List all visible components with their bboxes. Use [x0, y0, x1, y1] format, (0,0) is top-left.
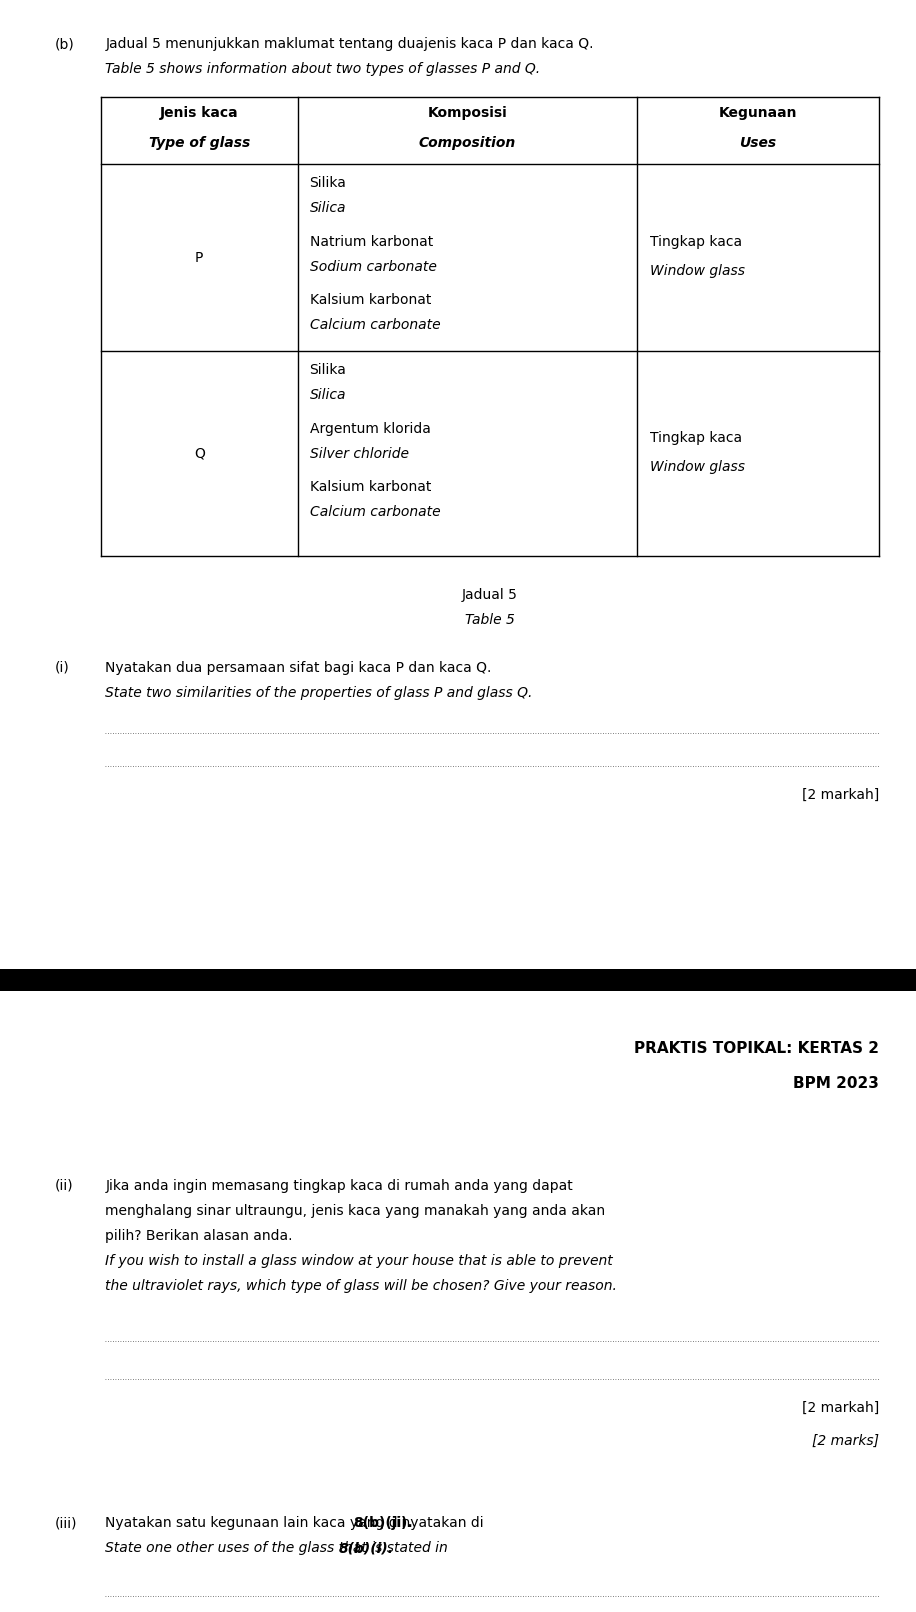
Text: Calcium carbonate: Calcium carbonate [310, 505, 441, 519]
Text: (b): (b) [55, 37, 75, 52]
Text: Nyatakan satu kegunaan lain kaca yang dinyatakan di: Nyatakan satu kegunaan lain kaca yang di… [105, 1515, 488, 1530]
Text: 8(b)(ji).: 8(b)(ji). [353, 1515, 412, 1530]
Text: Jika anda ingin memasang tingkap kaca di rumah anda yang dapat: Jika anda ingin memasang tingkap kaca di… [105, 1178, 573, 1193]
Text: menghalang sinar ultraungu, jenis kaca yang manakah yang anda akan: menghalang sinar ultraungu, jenis kaca y… [105, 1204, 605, 1217]
Text: State one other uses of the glass that is stated in: State one other uses of the glass that i… [105, 1541, 453, 1556]
Text: Jadual 5: Jadual 5 [463, 588, 518, 603]
Text: 8(b)(i).: 8(b)(i). [339, 1541, 394, 1556]
Text: [2 markah]: [2 markah] [802, 1401, 879, 1415]
Text: Type of glass: Type of glass [148, 137, 250, 150]
Text: PRAKTIS TOPIKAL: KERTAS 2: PRAKTIS TOPIKAL: KERTAS 2 [635, 1041, 879, 1056]
Text: Table 5: Table 5 [465, 613, 515, 627]
Text: Komposisi: Komposisi [427, 106, 507, 119]
Text: State two similarities of the properties of glass P and glass Q.: State two similarities of the properties… [105, 685, 533, 700]
Text: pilih? Berikan alasan anda.: pilih? Berikan alasan anda. [105, 1228, 293, 1243]
Text: Silica: Silica [310, 387, 346, 401]
Text: Nyatakan dua persamaan sifat bagi kaca P dan kaca Q.: Nyatakan dua persamaan sifat bagi kaca P… [105, 661, 492, 675]
Bar [0, 969, 916, 991]
Text: [2 markah]: [2 markah] [802, 788, 879, 803]
Text: Jenis kaca: Jenis kaca [160, 106, 238, 119]
Text: Natrium karbonat: Natrium karbonat [310, 235, 433, 250]
Text: Tingkap kaca: Tingkap kaca [650, 235, 743, 248]
Text: Silica: Silica [310, 200, 346, 214]
Text: [2 marks]: [2 marks] [812, 1433, 879, 1448]
Text: Window glass: Window glass [650, 264, 746, 277]
Text: Silika: Silika [310, 363, 346, 377]
Text: Silver chloride: Silver chloride [310, 448, 409, 461]
Text: BPM 2023: BPM 2023 [793, 1077, 879, 1091]
Text: Tingkap kaca: Tingkap kaca [650, 430, 743, 445]
Text: the ultraviolet rays, which type of glass will be chosen? Give your reason.: the ultraviolet rays, which type of glas… [105, 1278, 617, 1293]
Text: Argentum klorida: Argentum klorida [310, 422, 431, 437]
Text: Kalsium karbonat: Kalsium karbonat [310, 480, 431, 495]
Text: (i): (i) [55, 661, 70, 675]
Text: If you wish to install a glass window at your house that is able to prevent: If you wish to install a glass window at… [105, 1254, 613, 1267]
Text: P: P [195, 251, 203, 264]
Text: Q: Q [194, 447, 204, 461]
Text: Uses: Uses [739, 137, 777, 150]
Text: Silika: Silika [310, 176, 346, 190]
Text: Calcium carbonate: Calcium carbonate [310, 318, 441, 332]
Text: Sodium carbonate: Sodium carbonate [310, 261, 437, 274]
Text: Kalsium karbonat: Kalsium karbonat [310, 293, 431, 308]
Text: Jadual 5 menunjukkan maklumat tentang duajenis kaca P dan kaca Q.: Jadual 5 menunjukkan maklumat tentang du… [105, 37, 594, 52]
Text: (iii): (iii) [55, 1515, 78, 1530]
Text: (ii): (ii) [55, 1178, 73, 1193]
Text: Window glass: Window glass [650, 459, 746, 474]
Text: Composition: Composition [419, 137, 516, 150]
Text: Table 5 shows information about two types of glasses P and Q.: Table 5 shows information about two type… [105, 61, 540, 76]
Text: Kegunaan: Kegunaan [719, 106, 797, 119]
